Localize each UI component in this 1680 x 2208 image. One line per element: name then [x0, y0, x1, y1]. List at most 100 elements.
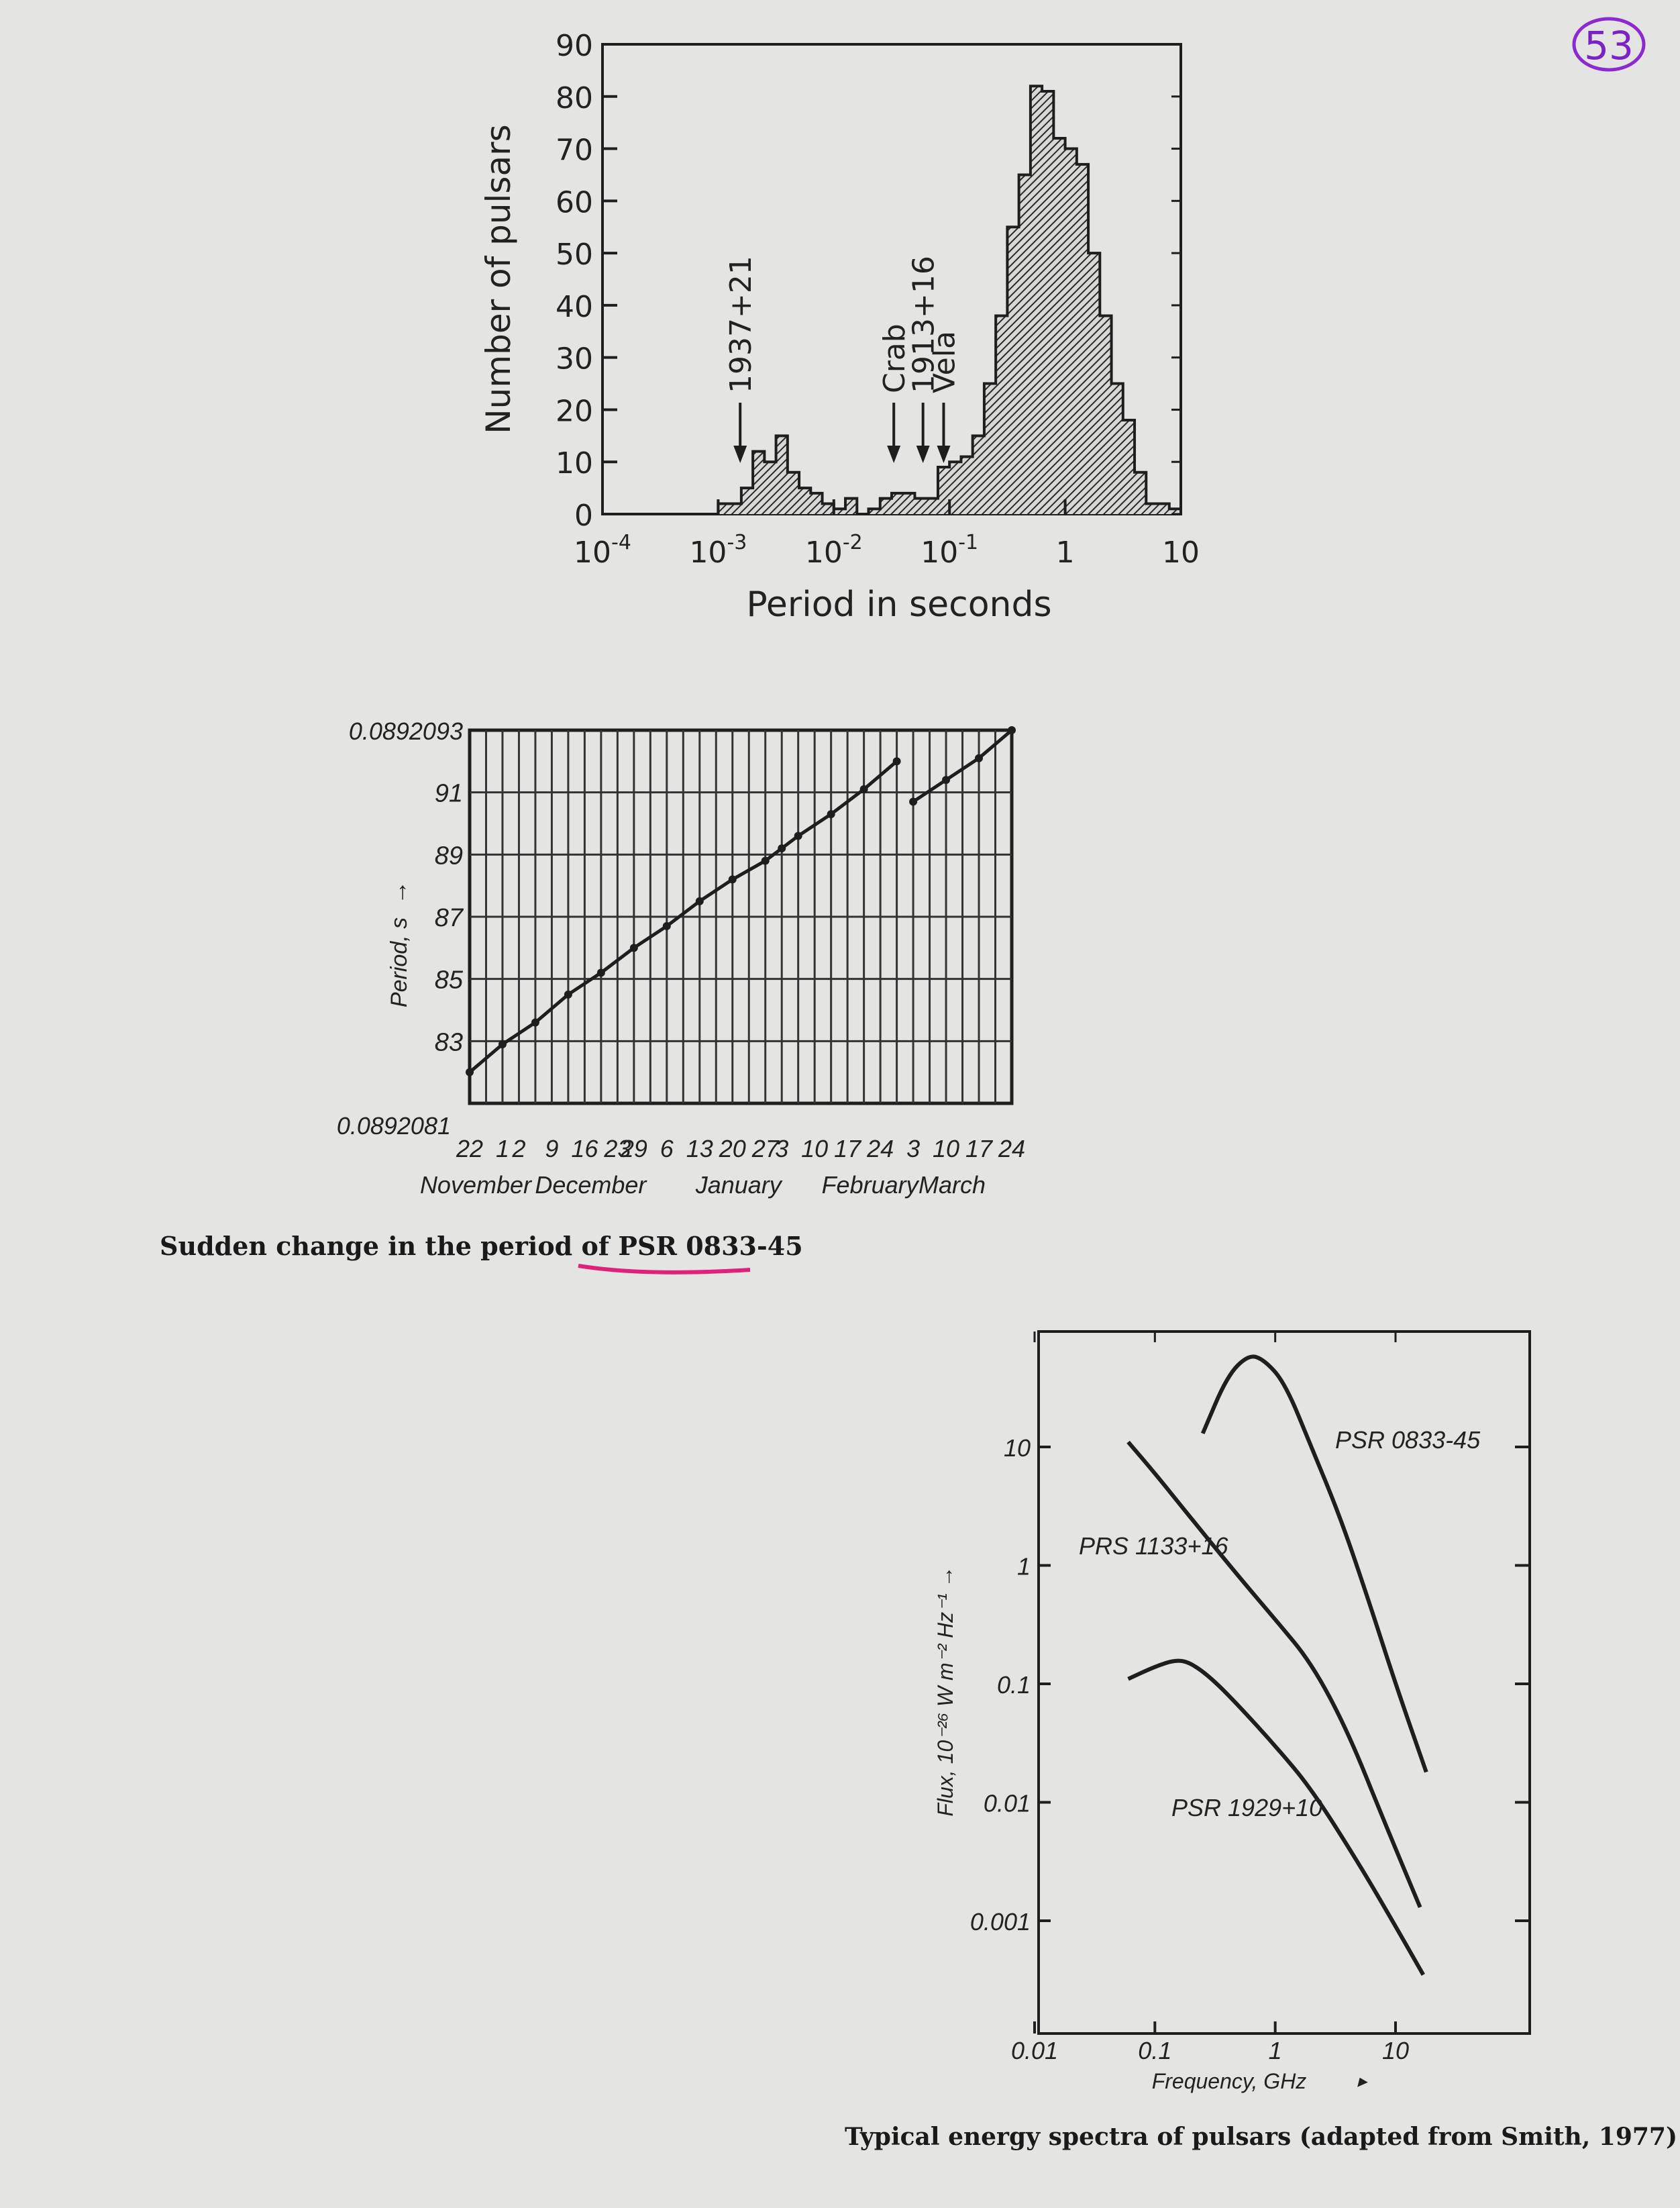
period-x-tick-label: 6: [660, 1135, 674, 1162]
histogram-bar: [903, 493, 915, 514]
period-x-tick-label: 22: [456, 1135, 483, 1162]
period-y-tick-label: 91: [435, 780, 463, 808]
pulsar-spectra-chart: 10 1 0.1 0.01 0.001 0.01 0.1 1 10 PSR 0833-45 PR…: [845, 1330, 1677, 2151]
period-x-tick-label: 9: [545, 1135, 558, 1162]
period-x-tick-label: 17: [834, 1135, 862, 1162]
period-y-axis-label: Period, s: [386, 917, 412, 1007]
histogram-bar: [845, 498, 857, 514]
histogram-bar: [822, 503, 835, 514]
histogram-bar: [892, 493, 904, 514]
page-number-badge: 53: [1572, 17, 1646, 72]
period-month-label: December: [535, 1171, 647, 1199]
histogram-bar: [1111, 383, 1124, 514]
histogram-x-tick-label: 10-4: [574, 531, 631, 570]
period-data-point: [909, 797, 918, 806]
annotation-label: 1913+16: [907, 256, 941, 393]
period-month-label: November: [420, 1171, 533, 1199]
period-month-label: March: [918, 1171, 986, 1199]
series-label-psr1929: PSR 1929+10: [1171, 1794, 1322, 1821]
annotation-label: Vela: [927, 331, 961, 393]
histogram-y-tick-label: 10: [556, 446, 593, 481]
histogram-bar: [972, 436, 985, 514]
spectra-curves: [1126, 1354, 1428, 1976]
histogram-bar: [1018, 174, 1031, 514]
period-x-tick-label: 27: [751, 1135, 780, 1162]
period-x-tick-label: 2: [511, 1135, 525, 1162]
histogram-bar: [949, 462, 961, 514]
spectra-curve: [1127, 1658, 1425, 1976]
histogram-x-tick-label: 10-2: [805, 531, 863, 570]
histogram-bar: [1135, 472, 1147, 514]
histogram-bar: [868, 509, 881, 514]
period-data-point: [728, 875, 737, 884]
period-y-tick-label: 83: [435, 1028, 463, 1056]
period-data-point: [564, 990, 572, 999]
period-y-tick-label: 87: [435, 904, 464, 932]
annotation-arrowhead: [937, 446, 951, 463]
period-x-tick-label: 10: [801, 1135, 828, 1162]
histogram-bar: [1157, 503, 1170, 514]
period-data-point: [1008, 726, 1016, 734]
period-chart-months: November December January February March: [420, 1171, 986, 1199]
histogram-bar: [1100, 315, 1112, 514]
period-x-tick-label: 29: [620, 1135, 647, 1162]
period-data-point: [942, 776, 951, 785]
histogram-x-ticks: 10-4 10-3 10-2 10-1 1 10: [574, 499, 1200, 570]
period-x-tick-label: 20: [719, 1135, 746, 1162]
period-x-tick-label: 23: [603, 1135, 631, 1162]
histogram-bar: [1053, 138, 1066, 514]
histogram-bar: [1076, 164, 1089, 514]
histogram-outline: [717, 85, 1182, 515]
histogram-bar: [926, 498, 939, 514]
histogram-bar: [1007, 227, 1020, 514]
spectra-y-axis-label: Flux, 10⁻²⁶ W m⁻² Hz⁻¹ →: [933, 1566, 957, 1816]
spectra-y-tick-label: 1: [1017, 1553, 1031, 1580]
histogram-y-tick-label: 50: [556, 238, 593, 272]
period-data-point: [778, 844, 786, 853]
histogram-x-tick-label: 1: [1056, 536, 1075, 570]
spectra-y-tick-label: 10: [1004, 1434, 1031, 1462]
period-x-tick-label: 13: [686, 1135, 713, 1162]
histogram-bar: [787, 472, 800, 514]
histogram-y-tick-label: 90: [556, 29, 593, 63]
histogram-bar: [753, 451, 765, 514]
period-data-point: [498, 1040, 507, 1048]
period-data-point: [761, 856, 770, 865]
period-series-line: [912, 729, 1013, 803]
histogram-bar: [1030, 86, 1043, 514]
period-month-label: January: [695, 1171, 783, 1199]
spectra-curve: [1200, 1354, 1428, 1773]
histogram-y-axis-label: Number of pulsars: [479, 124, 518, 434]
spectra-x-tick-label: 10: [1382, 2037, 1409, 2064]
series-label-psr0833: PSR 0833-45: [1335, 1426, 1481, 1454]
period-x-tick-label: 1: [496, 1135, 509, 1162]
spectra-x-tick-label: 0.1: [1138, 2037, 1171, 2064]
histogram-bar: [937, 467, 950, 514]
histogram-x-tick-label: 10-3: [689, 531, 747, 570]
histogram-bar: [833, 509, 846, 514]
histogram-x-tick-label: 10: [1162, 536, 1200, 570]
series-label-prs1133: PRS 1133+16: [1079, 1532, 1228, 1560]
histogram-bar: [718, 503, 731, 514]
period-data-point: [531, 1018, 539, 1027]
histogram-bar: [996, 315, 1008, 514]
spectra-caption: Typical energy spectra of pulsars (adapt…: [845, 2123, 1677, 2151]
histogram-bar: [984, 383, 996, 514]
spectra-curve: [1126, 1440, 1422, 1909]
spectra-y-tick-label: 0.01: [984, 1790, 1031, 1817]
period-chart-grid: [470, 730, 1012, 1103]
histogram-y-tick-label: 30: [556, 342, 593, 377]
page-number-circle: [1572, 17, 1646, 72]
spectra-x-axis-arrow: ▸: [1357, 2070, 1368, 2091]
histogram-y-tick-label: 70: [556, 134, 593, 168]
period-x-tick-label: 24: [866, 1135, 894, 1162]
histogram-x-axis-label: Period in seconds: [746, 585, 1051, 625]
period-x-tick-label: 3: [906, 1135, 920, 1162]
histogram-bar: [914, 498, 927, 514]
histogram-bar: [764, 462, 777, 514]
histogram-x-tick-label: 10-1: [921, 531, 978, 570]
period-chart-y-ticks: 91 89 87 85 83: [435, 780, 464, 1057]
histogram-y-tick-label: 0: [574, 499, 593, 533]
